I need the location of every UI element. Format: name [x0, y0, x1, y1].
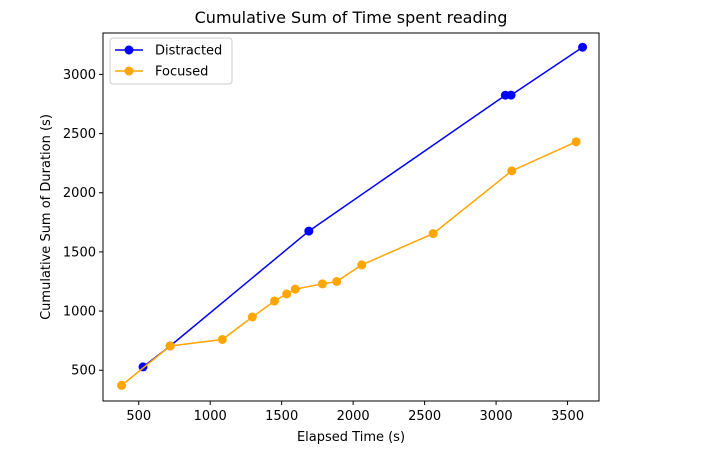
data-point [507, 166, 517, 176]
series-layer [117, 42, 588, 390]
x-tick-label: 500 [126, 409, 151, 424]
series-distracted [138, 42, 588, 372]
data-point [571, 137, 581, 147]
legend-item-focused: Focused [115, 65, 208, 80]
data-point [506, 90, 516, 100]
x-tick-label: 3000 [480, 409, 513, 424]
y-tick-label: 2500 [63, 127, 96, 142]
legend-label: Focused [155, 65, 208, 80]
y-tick-label: 500 [71, 364, 96, 379]
y-axis-ticks: 500 1000 1500 2000 2500 3000 [63, 68, 103, 379]
data-point [282, 289, 292, 299]
data-point [165, 341, 175, 351]
data-point [578, 42, 588, 52]
legend: Distracted Focused [109, 37, 233, 85]
plot-area [102, 32, 600, 402]
y-tick-label: 3000 [63, 68, 96, 83]
y-axis-label: Cumulative Sum of Duration (s) [39, 114, 54, 320]
series-line [121, 141, 577, 386]
data-point [357, 260, 367, 270]
data-point [317, 279, 327, 289]
data-point [290, 284, 300, 294]
data-point [428, 229, 438, 239]
legend-item-distracted: Distracted [115, 44, 222, 59]
x-axis-label: Elapsed Time (s) [297, 430, 405, 445]
y-tick-label: 1000 [63, 305, 96, 320]
x-tick-label: 1000 [194, 409, 227, 424]
y-tick-label: 2000 [63, 186, 96, 201]
legend-marker [124, 45, 134, 55]
y-tick-label: 1500 [63, 245, 96, 260]
data-point [247, 312, 257, 322]
data-point [217, 334, 227, 344]
series-focused [117, 137, 581, 390]
axes-frame [102, 32, 600, 402]
legend-marker [124, 66, 134, 76]
x-tick-label: 1500 [265, 409, 298, 424]
x-tick-label: 2000 [337, 409, 370, 424]
chart-title: Cumulative Sum of Time spent reading [195, 8, 508, 27]
data-point [270, 296, 280, 306]
data-point [117, 380, 127, 390]
series-line [142, 46, 583, 368]
data-point [332, 276, 342, 286]
legend-items: Distracted Focused [115, 44, 222, 80]
x-axis-ticks: 500 1000 1500 2000 2500 3000 3500 [126, 401, 584, 424]
legend-label: Distracted [155, 44, 222, 59]
x-tick-label: 3500 [551, 409, 584, 424]
data-point [304, 226, 314, 236]
x-tick-label: 2500 [408, 409, 441, 424]
